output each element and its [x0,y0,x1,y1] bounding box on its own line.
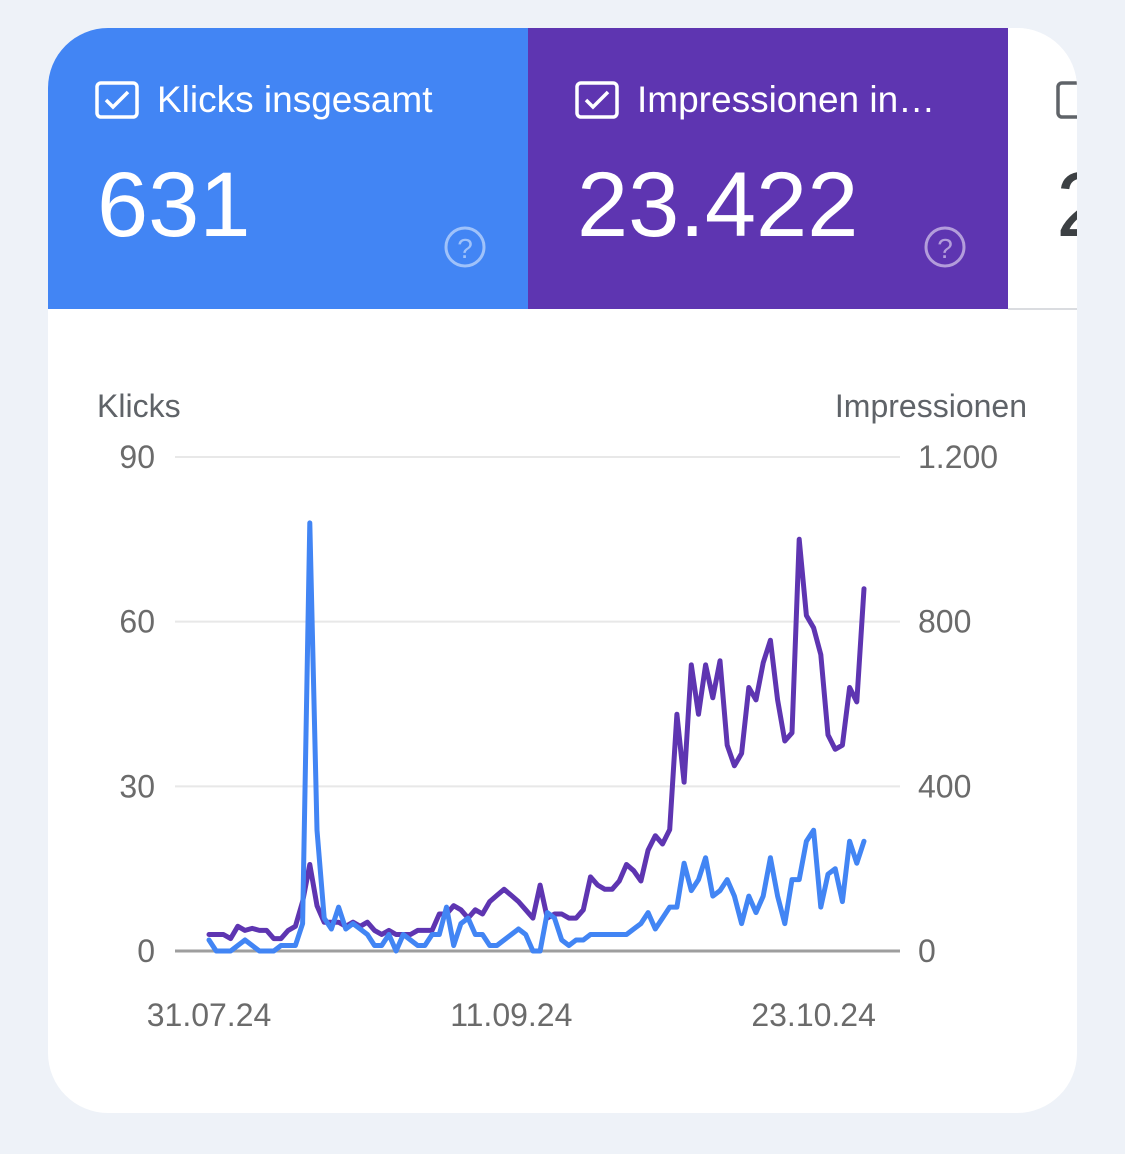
checkbox[interactable] [1056,81,1098,119]
tile-label: Klicks insgesamt [157,79,433,120]
tile-clicks[interactable] [48,28,528,309]
y2-axis-title: Impressionen [835,388,1027,424]
x-tick-label: 23.10.24 [751,997,876,1033]
help-glyph: ? [457,233,473,264]
tile-impressions[interactable] [528,28,1008,309]
help-icon[interactable] [924,226,966,268]
y2-tick-label: 1.200 [918,439,998,475]
help-icon[interactable] [444,226,486,268]
help-glyph: ? [937,233,953,264]
checkbox[interactable] [95,81,139,119]
y2-tick-label: 0 [918,933,936,969]
y2-tick-label: 800 [918,604,971,640]
series-line [206,520,867,954]
tile-third[interactable] [1008,28,1088,309]
tile-value: 23.422 [577,154,858,256]
tile-value: 631 [97,154,251,256]
x-tick-label: 11.09.24 [450,997,572,1033]
checkbox[interactable] [575,81,619,119]
series-line [206,536,867,942]
check [584,90,610,110]
y-tick-label: 0 [137,933,155,969]
tiles: Klicks insgesamt 631 ? Impressionen in… … [48,28,1107,310]
y-axis-title: Klicks [97,388,181,424]
check [104,90,130,110]
x-tick-label: 31.07.24 [147,997,272,1033]
y-tick-label: 30 [119,768,155,804]
tile-label: Impressionen in… [637,79,935,120]
y-tick-label: 60 [119,604,155,640]
plot: 0 30 60 90 0 400 800 1.200 31.07.24 11.09.24 23.10… [119,439,998,1033]
tile-value: 2 [1056,154,1107,256]
y2-tick-label: 400 [918,768,971,804]
y-tick-label: 90 [119,439,155,475]
